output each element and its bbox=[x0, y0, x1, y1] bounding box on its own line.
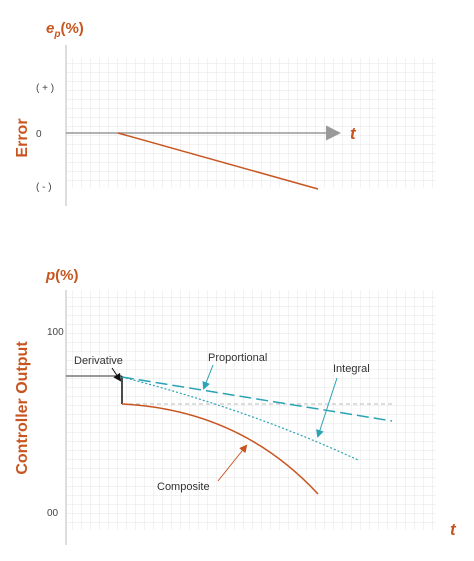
integral-arrow bbox=[316, 377, 338, 438]
output-axis-title: Controller Output bbox=[14, 341, 31, 475]
composite-arrow bbox=[217, 444, 248, 482]
proportional-arrow bbox=[202, 364, 214, 390]
proportional-line bbox=[121, 376, 393, 422]
error-axis-title: Error bbox=[14, 118, 31, 157]
proportional-label: Proportional bbox=[208, 352, 267, 364]
error-ramp-line bbox=[117, 132, 319, 190]
error-y-variable: ep(%) bbox=[46, 20, 84, 40]
output-tick-100: 100 bbox=[47, 327, 64, 338]
composite-label: Composite bbox=[157, 481, 210, 493]
output-y-variable: p(%) bbox=[45, 267, 79, 284]
derivative-arrow bbox=[111, 367, 122, 382]
output-tick-00: 00 bbox=[47, 508, 59, 519]
controller-output-chart: Controller Output p(%) 100 00 t Derivati… bbox=[14, 267, 457, 545]
error-time-label: t bbox=[350, 124, 357, 143]
error-tick-minus: ( - ) bbox=[36, 182, 52, 193]
composite-curve bbox=[121, 403, 319, 495]
derivative-label: Derivative bbox=[74, 355, 123, 367]
error-chart-grid bbox=[66, 58, 436, 188]
output-time-label: t bbox=[450, 520, 457, 539]
error-tick-zero: 0 bbox=[36, 129, 42, 140]
error-tick-plus: ( + ) bbox=[36, 83, 54, 94]
output-chart-grid bbox=[66, 290, 436, 530]
error-chart: Error ep(%) ( + ) 0 ( - ) t bbox=[14, 20, 436, 206]
integral-curve bbox=[121, 376, 359, 461]
integral-label: Integral bbox=[333, 363, 370, 375]
